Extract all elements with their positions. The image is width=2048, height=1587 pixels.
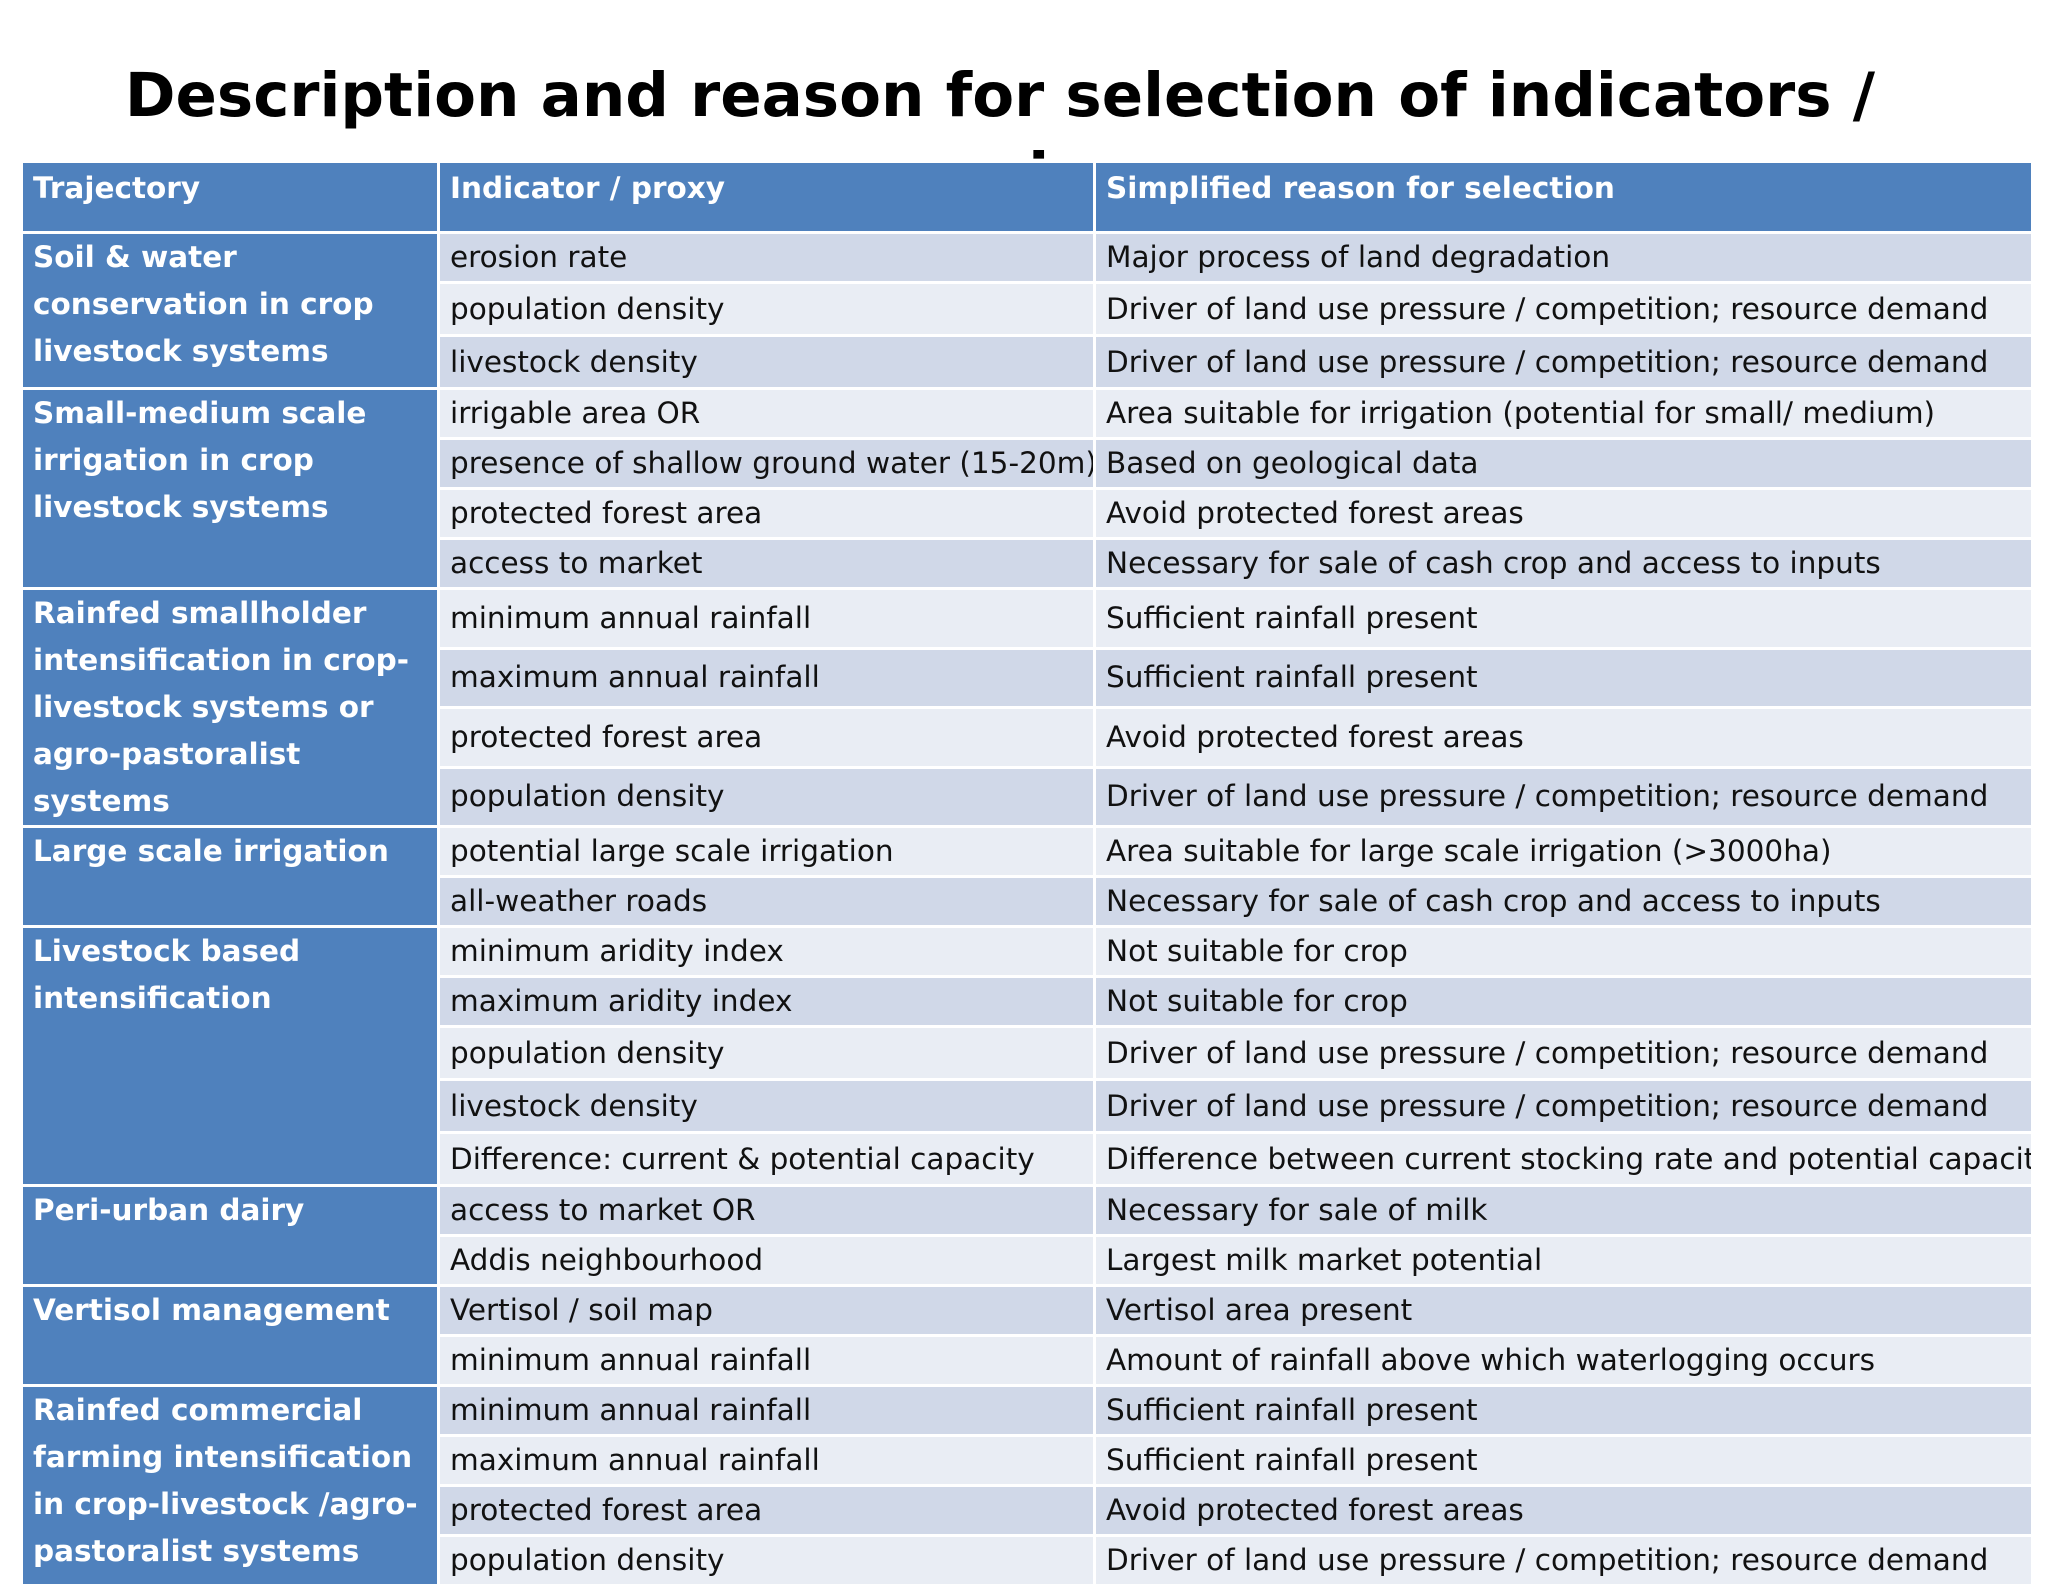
trajectory-cell: Rainfed commercial farming intensificati… [20, 1384, 440, 1587]
table-row: protected forest area Avoid protected fo… [22, 487, 2034, 540]
table-row: protected forest area Avoid protected fo… [22, 1484, 2034, 1537]
table-row: Small-medium scale irrigation in crop li… [20, 387, 2034, 590]
indicator-cell: minimum aridity index [437, 925, 1096, 978]
table-row: presence of shallow ground water (15-20m… [22, 437, 2034, 490]
reason-cell: Driver of land use pressure / competitio… [1093, 1534, 2034, 1587]
reason-cell: Necessary for sale of cash crop and acce… [1093, 537, 2034, 590]
table-row: Peri-urban dairy access to market OR Nec… [20, 1184, 2034, 1287]
reason-cell: Avoid protected forest areas [1093, 1484, 2034, 1537]
reason-cell: Not suitable for crop [1093, 975, 2034, 1028]
indicator-cell: irrigable area OR [437, 387, 1096, 440]
table-row: maximum annual rainfall Sufficient rainf… [22, 1434, 2034, 1487]
reason-cell: Major process of land degradation [1093, 231, 2034, 284]
header-reason: Simplified reason for selection [1093, 160, 2034, 234]
reason-cell: Sufficient rainfall present [1093, 1434, 2034, 1487]
table-row: access to market Necessary for sale of c… [22, 537, 2034, 590]
indicator-cell: population density [437, 281, 1096, 337]
reason-cell: Sufficient rainfall present [1093, 646, 2034, 709]
reason-cell: Necessary for sale of cash crop and acce… [1093, 875, 2034, 928]
table-row: all-weather roads Necessary for sale of … [22, 875, 2034, 928]
trajectory-cell: Peri-urban dairy [20, 1184, 440, 1287]
indicator-table: Trajectory Indicator / proxy Simplified … [20, 160, 2034, 1587]
reason-cell: Driver of land use pressure / competitio… [1093, 334, 2034, 390]
indicator-cell: protected forest area [437, 706, 1096, 769]
indicator-cell: Difference: current & potential capacity [437, 1131, 1096, 1187]
reason-cell: Area suitable for large scale irrigation… [1093, 825, 2034, 878]
reason-cell: Necessary for sale of milk [1093, 1184, 2034, 1237]
table-row: Addis neighbourhood Largest milk market … [22, 1234, 2034, 1287]
table-row: maximum annual rainfall Sufficient rainf… [22, 646, 2034, 709]
reason-cell: Based on geological data [1093, 437, 2034, 490]
reason-cell: Avoid protected forest areas [1093, 706, 2034, 769]
table-row: population density Driver of land use pr… [22, 281, 2034, 337]
indicator-cell: livestock density [437, 334, 1096, 390]
table-row: Difference: current & potential capacity… [22, 1131, 2034, 1187]
reason-cell: Largest milk market potential [1093, 1234, 2034, 1287]
reason-cell: Sufficient rainfall present [1093, 587, 2034, 650]
table-body: Soil & water conservation in crop livest… [20, 231, 2034, 1587]
indicator-cell: Vertisol / soil map [437, 1284, 1096, 1337]
reason-cell: Driver of land use pressure / competitio… [1093, 765, 2034, 828]
header-trajectory: Trajectory [20, 160, 440, 234]
indicator-cell: presence of shallow ground water (15-20m… [437, 437, 1096, 490]
indicator-cell: minimum annual rainfall [437, 1334, 1096, 1387]
trajectory-cell: Rainfed smallholder intensification in c… [20, 587, 440, 828]
trajectory-cell: Large scale irrigation [20, 825, 440, 928]
reason-cell: Area suitable for irrigation (potential … [1093, 387, 2034, 440]
indicator-cell: access to market [437, 537, 1096, 590]
table-row: maximum aridity index Not suitable for c… [22, 975, 2034, 1028]
table-row: Soil & water conservation in crop livest… [20, 231, 2034, 390]
indicator-cell: protected forest area [437, 1484, 1096, 1537]
indicator-cell: population density [437, 765, 1096, 828]
trajectory-cell: Small-medium scale irrigation in crop li… [20, 387, 440, 590]
table-row: Large scale irrigation potential large s… [20, 825, 2034, 928]
indicator-cell: access to market OR [437, 1184, 1096, 1237]
trajectory-cell: Vertisol management [20, 1284, 440, 1387]
table-row: protected forest area Avoid protected fo… [22, 706, 2034, 769]
table-header-row: Trajectory Indicator / proxy Simplified … [20, 160, 2034, 234]
table-row: Rainfed smallholder intensification in c… [20, 587, 2034, 828]
indicator-cell: all-weather roads [437, 875, 1096, 928]
indicator-cell: population density [437, 1025, 1096, 1081]
table-row: population density Driver of land use pr… [22, 765, 2034, 828]
table-row: livestock density Driver of land use pre… [22, 334, 2034, 390]
indicator-cell: livestock density [437, 1078, 1096, 1134]
table-row: Vertisol management Vertisol / soil map … [20, 1284, 2034, 1387]
table-row: population density Driver of land use pr… [22, 1025, 2034, 1081]
table-row: minimum annual rainfall Amount of rainfa… [22, 1334, 2034, 1387]
indicator-cell: minimum annual rainfall [437, 1384, 1096, 1437]
reason-cell: Amount of rainfall above which waterlogg… [1093, 1334, 2034, 1387]
table-row: Livestock based intensification minimum … [20, 925, 2034, 1187]
reason-cell: Sufficient rainfall present [1093, 1384, 2034, 1437]
indicator-cell: potential large scale irrigation [437, 825, 1096, 878]
indicator-cell: maximum aridity index [437, 975, 1096, 1028]
indicator-cell: maximum annual rainfall [437, 646, 1096, 709]
trajectory-cell: Livestock based intensification [20, 925, 440, 1187]
reason-cell: Avoid protected forest areas [1093, 487, 2034, 540]
table-row: livestock density Driver of land use pre… [22, 1078, 2034, 1134]
reason-cell: Driver of land use pressure / competitio… [1093, 1025, 2034, 1081]
reason-cell: Not suitable for crop [1093, 925, 2034, 978]
reason-cell: Driver of land use pressure / competitio… [1093, 1078, 2034, 1134]
indicator-cell: Addis neighbourhood [437, 1234, 1096, 1287]
indicator-cell: maximum annual rainfall [437, 1434, 1096, 1487]
indicator-cell: erosion rate [437, 231, 1096, 284]
indicator-cell: protected forest area [437, 487, 1096, 540]
indicator-cell: minimum annual rainfall [437, 587, 1096, 650]
table-row: Rainfed commercial farming intensificati… [20, 1384, 2034, 1587]
header-indicator: Indicator / proxy [437, 160, 1096, 234]
trajectory-cell: Soil & water conservation in crop livest… [20, 231, 440, 390]
indicator-cell: population density [437, 1534, 1096, 1587]
reason-cell: Driver of land use pressure / competitio… [1093, 281, 2034, 337]
reason-cell: Difference between current stocking rate… [1093, 1131, 2034, 1187]
reason-cell: Vertisol area present [1093, 1284, 2034, 1337]
